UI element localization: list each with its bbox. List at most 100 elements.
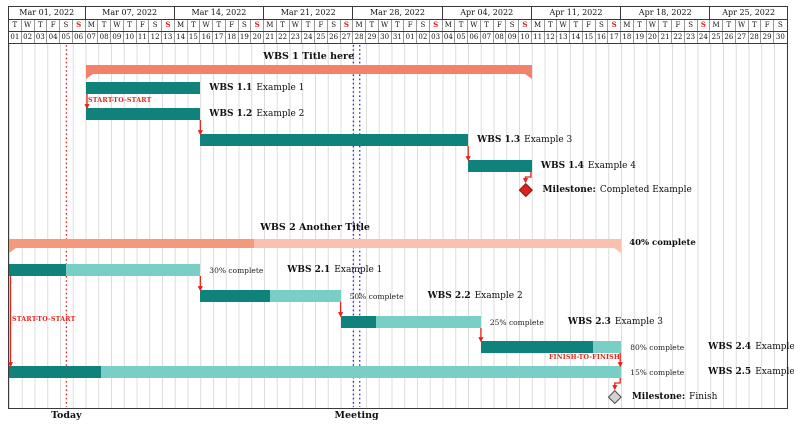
calendar-day-number: 14 bbox=[175, 32, 188, 43]
task-name: Example 4 bbox=[755, 342, 794, 352]
task-id: WBS 1.1 bbox=[209, 83, 253, 93]
calendar-day-number: 18 bbox=[621, 32, 634, 43]
calendar-day-letter: M bbox=[175, 20, 188, 31]
calendar-day-number: 16 bbox=[200, 32, 213, 43]
task-bar-wbs-1-2 bbox=[85, 108, 201, 120]
calendar-day-letter: S bbox=[328, 20, 341, 31]
task-label: WBS 1.1 Example 1 bbox=[209, 83, 304, 93]
milestone-label-completed-example: Milestone: Completed Example bbox=[543, 183, 692, 197]
calendar-day-letter: S bbox=[239, 20, 252, 31]
group-left-tip bbox=[85, 74, 93, 79]
task-annotation-wbs-2-3: 25% complete WBS 2.3 Example 3 bbox=[490, 315, 663, 329]
calendar-week-cell: Apr 04, 2022 bbox=[443, 7, 532, 19]
calendar-day-letter: T bbox=[634, 20, 647, 31]
task-id: WBS 1.2 bbox=[209, 109, 253, 119]
calendar-week-cell: Apr 25, 2022 bbox=[722, 8, 776, 17]
calendar-day-number: 05 bbox=[60, 32, 73, 43]
progress-label: 25% complete bbox=[489, 317, 544, 327]
calendar-day-letter: T bbox=[35, 20, 48, 31]
calendar-week-cell: Apr 18, 2022 bbox=[621, 7, 711, 19]
calendar-day-number: 28 bbox=[749, 32, 762, 43]
calendar-day-number: 29 bbox=[761, 32, 774, 43]
calendar-day-number: 03 bbox=[35, 32, 48, 43]
calendar-day-letter: S bbox=[519, 20, 532, 31]
calendar-day-number: 22 bbox=[277, 32, 290, 43]
calendar-day-number: 15 bbox=[188, 32, 201, 43]
calendar-day-number: 08 bbox=[494, 32, 507, 43]
task-id: WBS 2.3 bbox=[567, 317, 611, 327]
calendar-day-number: 07 bbox=[86, 32, 99, 43]
task-id: WBS 1.3 bbox=[477, 135, 521, 145]
calendar-day-letter: T bbox=[392, 20, 405, 31]
calendar-day-number: 06 bbox=[73, 32, 86, 43]
calendar-day-letter: F bbox=[583, 20, 596, 31]
calendar-day-letter: M bbox=[86, 20, 99, 31]
task-bar-wbs-2-2 bbox=[200, 290, 341, 302]
calendar-day-number: 04 bbox=[443, 32, 456, 43]
task-id: WBS 2.2 bbox=[427, 291, 471, 301]
calendar-day-letter: W bbox=[290, 20, 303, 31]
calendar-day-number: 23 bbox=[685, 32, 698, 43]
task-id: WBS 2.5 bbox=[708, 367, 752, 377]
task-name: Example 3 bbox=[524, 135, 573, 145]
task-label: WBS 1.4 Example 4 bbox=[541, 161, 636, 171]
calendar-day-letter: T bbox=[188, 20, 201, 31]
calendar-day-letter: M bbox=[443, 20, 456, 31]
task-name: Example 1 bbox=[334, 265, 383, 275]
calendar-day-letter: T bbox=[749, 20, 762, 31]
task-bar-wbs-1-3 bbox=[200, 134, 469, 146]
task-annotation-wbs-2-1: 30% complete WBS 2.1 Example 1 bbox=[209, 263, 382, 277]
task-name: Example 1 bbox=[256, 83, 305, 93]
group-left-tip bbox=[9, 248, 16, 253]
group-progress-fill bbox=[9, 239, 254, 248]
calendar-day-number: 26 bbox=[723, 32, 736, 43]
calendar-day-letter: T bbox=[366, 20, 379, 31]
calendar-day-letter: T bbox=[570, 20, 583, 31]
calendar-day-number: 25 bbox=[315, 32, 328, 43]
calendar-day-number: 27 bbox=[341, 32, 354, 43]
calendar-day-letter: W bbox=[22, 20, 35, 31]
task-progress-fill bbox=[340, 316, 376, 328]
calendar-day-letter: S bbox=[162, 20, 175, 31]
calendar-day-number: 17 bbox=[213, 32, 226, 43]
calendar-day-number: 29 bbox=[366, 32, 379, 43]
task-annotation-wbs-2-2: 50% complete WBS 2.2 Example 2 bbox=[350, 289, 523, 303]
calendar-day-number: 04 bbox=[47, 32, 60, 43]
calendar-day-number: 14 bbox=[570, 32, 583, 43]
calendar-day-number: 19 bbox=[634, 32, 647, 43]
calendar-day-number: 30 bbox=[379, 32, 392, 43]
task-label: WBS 2.2 Example 2 bbox=[428, 291, 523, 301]
calendar-day-number: 17 bbox=[608, 32, 621, 43]
calendar-day-number: 27 bbox=[736, 32, 749, 43]
progress-label: 15% complete bbox=[630, 367, 685, 377]
task-annotation-wbs-1-3: WBS 1.3 Example 3 bbox=[477, 133, 572, 147]
calendar-day-letter: S bbox=[73, 20, 86, 31]
group-right-tip bbox=[614, 248, 622, 253]
calendar-day-letter: S bbox=[430, 20, 443, 31]
calendar-day-letter: F bbox=[47, 20, 60, 31]
calendar-day-letter: T bbox=[213, 20, 226, 31]
task-bar-wbs-1-1 bbox=[85, 82, 201, 94]
task-progress-fill bbox=[480, 341, 594, 353]
calendar-week-cell: Mar 07, 2022 bbox=[86, 7, 175, 19]
task-id: WBS 2.4 bbox=[708, 342, 752, 352]
calendar-day-number: 26 bbox=[328, 32, 341, 43]
section-title-wbs-2: WBS 2 Another Title bbox=[260, 222, 370, 233]
calendar-day-number: 01 bbox=[9, 32, 22, 43]
calendar-day-number: 13 bbox=[557, 32, 570, 43]
calendar-week-cell: Apr 11, 2022 bbox=[532, 7, 622, 19]
section-title-wbs-1: WBS 1 Title here bbox=[263, 51, 355, 62]
calendar-day-number: 02 bbox=[22, 32, 35, 43]
calendar-day-letter: T bbox=[9, 20, 22, 31]
link-type-label: FINISH-TO-FINISH bbox=[548, 354, 620, 361]
milestone-label-prefix: Milestone: bbox=[542, 185, 596, 195]
calendar-day-letter: T bbox=[277, 20, 290, 31]
task-name: Example bbox=[755, 367, 794, 377]
task-label: WBS 1.3 Example 3 bbox=[477, 135, 572, 145]
calendar-day-letter: S bbox=[685, 20, 698, 31]
task-annotation-wbs-1-4: WBS 1.4 Example 4 bbox=[541, 159, 636, 173]
task-bar-wbs-2-4 bbox=[480, 341, 622, 353]
calendar-day-number: 06 bbox=[468, 32, 481, 43]
